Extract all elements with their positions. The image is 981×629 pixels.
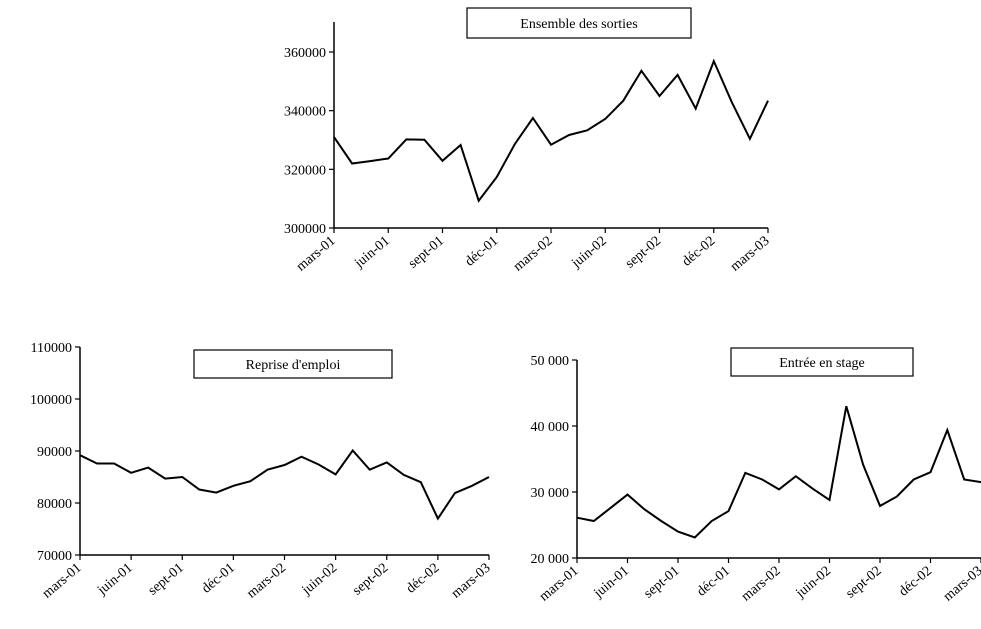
x-tick-label: juin-02 <box>568 234 609 272</box>
x-tick-label: juin-02 <box>793 564 834 602</box>
y-tick-label: 40 000 <box>531 420 570 435</box>
x-tick-label: juin-01 <box>591 564 632 602</box>
chart-1: 300000 320000 340000 360000 mars-01 juin-01 se… <box>284 7 773 275</box>
y-tick-label: 30 000 <box>531 486 570 501</box>
x-tick-label: mars-03 <box>941 564 981 605</box>
x-tick-label: sept-01 <box>146 561 187 599</box>
x-tick-label: mars-01 <box>40 561 85 602</box>
x-tick-label: déc-01 <box>462 234 501 270</box>
chart-title-box <box>466 7 692 39</box>
x-tick-label: sept-02 <box>350 561 391 599</box>
x-tick-label: mars-02 <box>739 564 784 605</box>
x-tick-label: mars-02 <box>244 561 289 602</box>
y-tick-label: 360000 <box>284 46 326 61</box>
x-tick-label: sept-02 <box>843 564 884 602</box>
x-tick-label: mars-01 <box>537 564 582 605</box>
y-tick-label: 300000 <box>284 222 326 237</box>
x-tick-label: juin-01 <box>94 561 135 599</box>
y-tick-label: 50 000 <box>531 354 570 369</box>
chart-title-box <box>730 347 914 377</box>
y-tick-label: 110000 <box>31 341 72 356</box>
y-tick-label: 340000 <box>284 105 326 120</box>
chart-title: Ensemble des sorties <box>520 17 637 32</box>
y-tick-label: 70000 <box>37 549 72 564</box>
y-tick-label: 80000 <box>37 497 72 512</box>
x-tick-label: mars-01 <box>294 234 339 275</box>
x-tick-label: sept-02 <box>623 234 664 272</box>
x-tick-label: sept-01 <box>406 234 447 272</box>
y-tick-label: 20 000 <box>531 552 570 567</box>
x-tick-label: déc-02 <box>679 234 718 270</box>
x-tick-label: mars-02 <box>511 234 556 275</box>
x-tick-label: sept-01 <box>641 564 682 602</box>
chart-title: Entrée en stage <box>779 356 865 371</box>
chart-title-box <box>193 349 393 379</box>
x-tick-label: déc-01 <box>694 564 733 600</box>
x-tick-label: mars-03 <box>449 561 494 602</box>
y-tick-label: 90000 <box>37 445 72 460</box>
x-tick-label: mars-03 <box>728 234 773 275</box>
chart-title: Reprise d'emploi <box>246 358 341 373</box>
y-tick-label: 100000 <box>30 393 72 408</box>
x-tick-label: juin-01 <box>351 234 392 272</box>
series-line <box>333 58 769 203</box>
series-line <box>576 405 981 539</box>
y-tick-label: 320000 <box>284 163 326 178</box>
series-line <box>79 448 490 521</box>
x-tick-label: déc-01 <box>199 561 238 597</box>
x-tick-label: déc-02 <box>404 561 443 597</box>
x-tick-label: déc-02 <box>896 564 935 600</box>
x-tick-label: juin-02 <box>299 561 340 599</box>
